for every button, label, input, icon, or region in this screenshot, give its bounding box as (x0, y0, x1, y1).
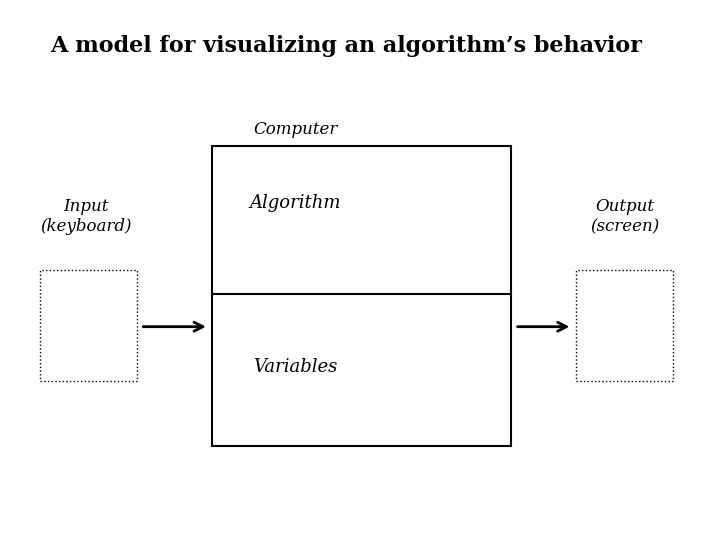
Bar (40, 270, 137, 381)
Bar (576, 270, 673, 381)
Text: A model for visualizing an algorithm’s behavior: A model for visualizing an algorithm’s b… (50, 35, 642, 57)
Bar (212, 146, 511, 446)
Text: Algorithm: Algorithm (249, 193, 341, 212)
Text: Output
(screen): Output (screen) (590, 198, 660, 235)
Text: Variables: Variables (253, 358, 338, 376)
Text: Input
(keyboard): Input (keyboard) (40, 198, 132, 235)
Text: Computer: Computer (253, 121, 338, 138)
